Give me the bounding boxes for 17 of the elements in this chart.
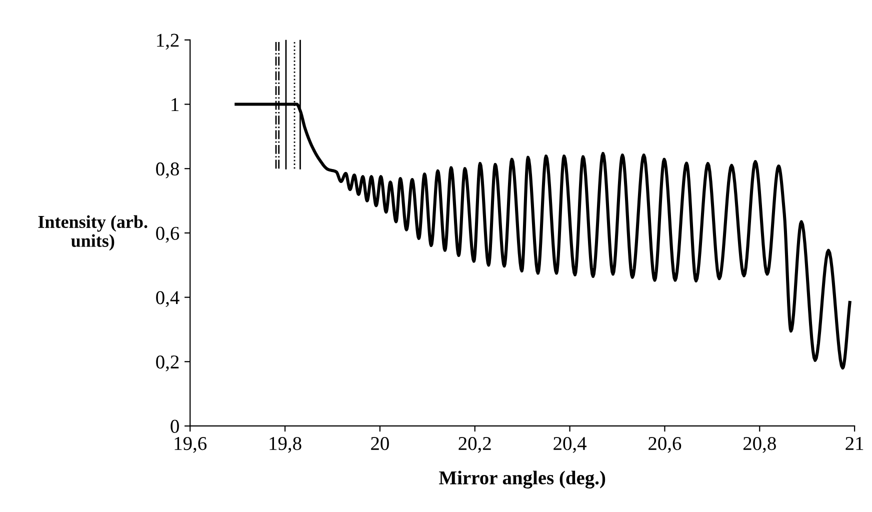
y-tick-label: 0 bbox=[170, 420, 179, 433]
x-tick-label: 20,4 bbox=[554, 436, 586, 453]
y-tick-label: 0,6 bbox=[156, 226, 180, 243]
x-tick-label: 21 bbox=[846, 437, 864, 450]
x-axis-title: Mirror angles (deg.) bbox=[439, 470, 606, 488]
x-tick-label: 20,2 bbox=[458, 436, 491, 453]
y-tick-label: 1 bbox=[172, 98, 179, 112]
y-tick-label: 0,8 bbox=[156, 162, 179, 178]
x-tick-label: 19,8 bbox=[270, 436, 302, 453]
x-tick-label: 20,8 bbox=[743, 436, 776, 453]
y-axis-title: Intensity (arb. units) bbox=[38, 215, 148, 251]
x-tick-label: 20,6 bbox=[648, 436, 682, 453]
x-tick-label: 20 bbox=[371, 436, 389, 450]
y-tick-label: 0,2 bbox=[156, 355, 179, 372]
y-tick-label: 0,4 bbox=[156, 291, 180, 308]
x-tick-label: 19,6 bbox=[174, 437, 207, 453]
y-tick-label: 1,2 bbox=[157, 34, 179, 50]
